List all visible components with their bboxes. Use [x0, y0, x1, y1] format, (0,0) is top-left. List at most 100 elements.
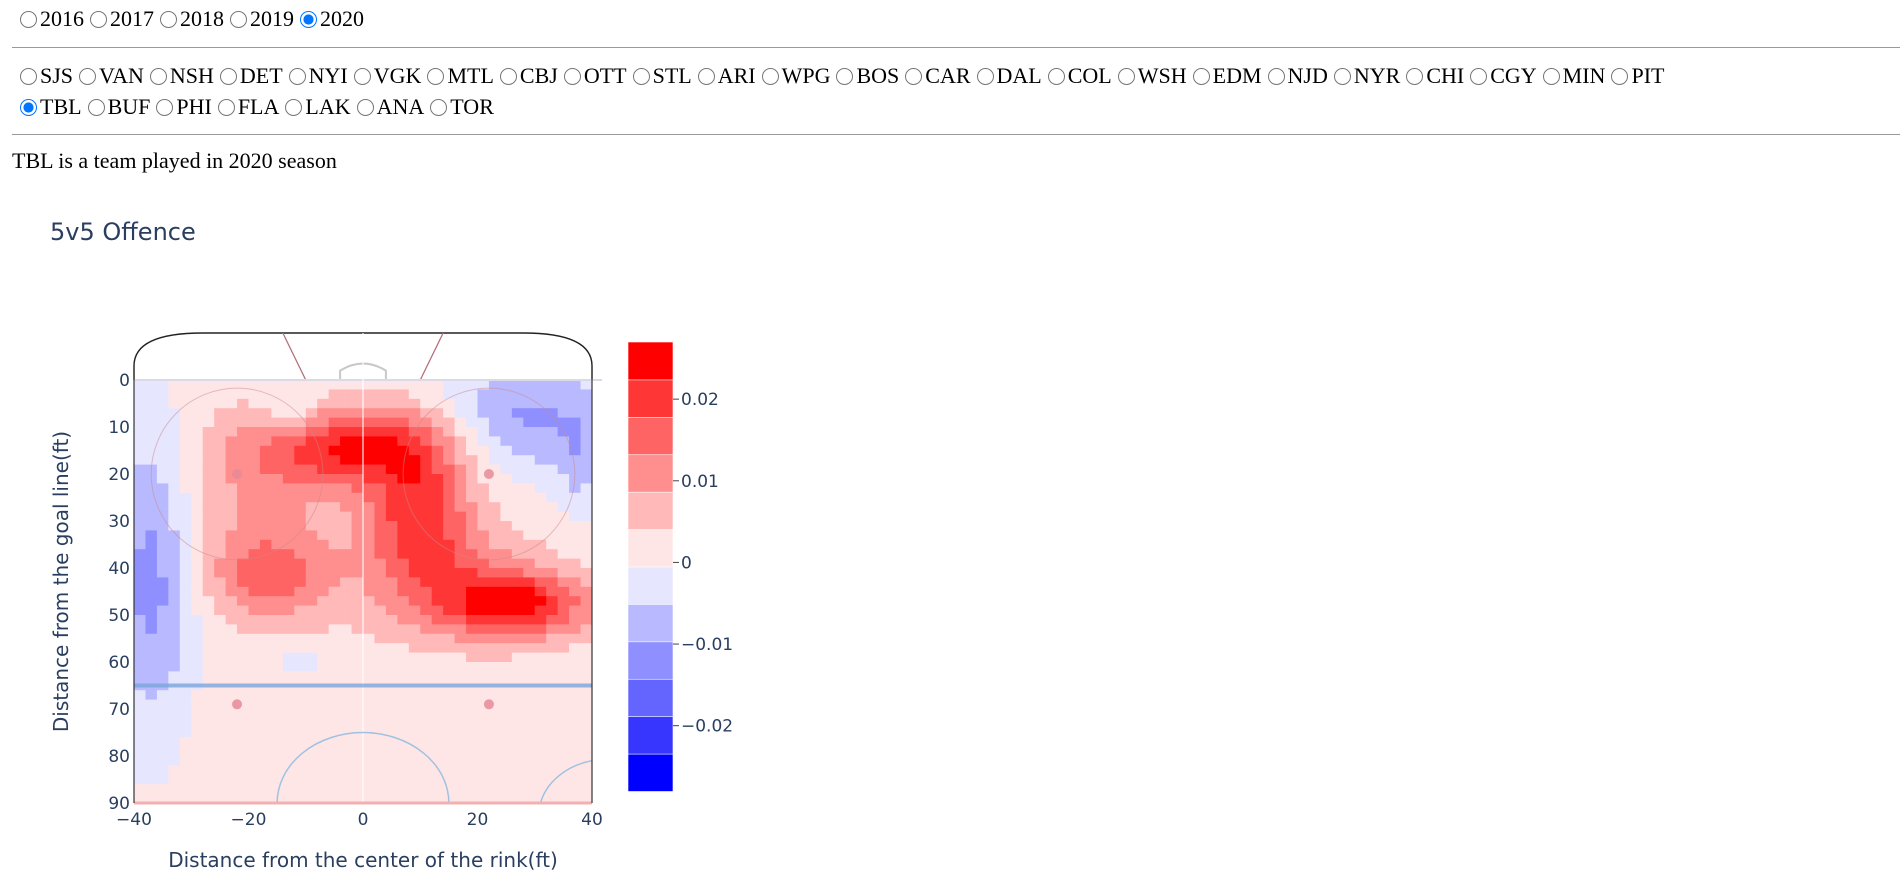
team-radio-bos[interactable] — [836, 67, 854, 85]
team-radio-min[interactable] — [1542, 67, 1560, 85]
season-radio-2017[interactable] — [90, 10, 107, 28]
contour-cell — [431, 652, 444, 663]
contour-cell — [145, 389, 158, 400]
contour-cell — [191, 389, 204, 400]
contour-cell — [328, 539, 341, 550]
contour-cell — [191, 624, 204, 635]
contour-cell — [420, 558, 433, 569]
team-radio-njd[interactable] — [1267, 67, 1285, 85]
team-radio-tbl[interactable] — [20, 98, 37, 116]
team-radio-vgk[interactable] — [353, 67, 371, 85]
team-option-ari[interactable]: ARI — [696, 63, 756, 89]
contour-cell — [488, 765, 501, 776]
team-radio-nyr[interactable] — [1333, 67, 1351, 85]
team-option-chi[interactable]: CHI — [1404, 63, 1464, 89]
team-option-buf[interactable]: BUF — [86, 94, 150, 120]
season-option-2019[interactable]: 2019 — [228, 6, 294, 32]
team-radio-car[interactable] — [905, 67, 923, 85]
season-option-2017[interactable]: 2017 — [88, 6, 154, 32]
team-option-sjs[interactable]: SJS — [18, 63, 73, 89]
team-option-wpg[interactable]: WPG — [760, 63, 830, 89]
contour-cell — [340, 492, 353, 503]
contour-cell — [443, 427, 456, 437]
team-radio-dal[interactable] — [976, 67, 994, 85]
team-option-dal[interactable]: DAL — [975, 63, 1042, 89]
team-radio-van[interactable] — [79, 67, 97, 85]
contour-cell — [385, 455, 398, 466]
contour-cell — [294, 417, 307, 428]
season-radio-2016[interactable] — [20, 10, 37, 28]
team-option-wsh[interactable]: WSH — [1116, 63, 1187, 89]
team-option-col[interactable]: COL — [1046, 63, 1112, 89]
team-radio-buf[interactable] — [87, 98, 105, 116]
team-radio-lak[interactable] — [285, 98, 303, 116]
team-option-mtl[interactable]: MTL — [425, 63, 494, 89]
team-option-bos[interactable]: BOS — [834, 63, 899, 89]
season-option-2016[interactable]: 2016 — [18, 6, 84, 32]
team-radio-sjs[interactable] — [20, 67, 37, 85]
team-option-phi[interactable]: PHI — [154, 94, 212, 120]
team-radio-ott[interactable] — [563, 67, 581, 85]
season-radio-2019[interactable] — [230, 10, 247, 28]
season-option-2020[interactable]: 2020 — [298, 6, 364, 32]
contour-cell — [363, 549, 376, 560]
team-option-nyr[interactable]: NYR — [1332, 63, 1400, 89]
contour-cell — [454, 483, 467, 494]
team-radio-nyi[interactable] — [288, 67, 306, 85]
team-option-nyi[interactable]: NYI — [287, 63, 348, 89]
contour-cell — [511, 690, 524, 701]
team-radio-edm[interactable] — [1192, 67, 1210, 85]
team-radio-wsh[interactable] — [1117, 67, 1135, 85]
team-label: NSH — [169, 63, 214, 88]
team-option-ana[interactable]: ANA — [355, 94, 424, 120]
contour-cell — [340, 793, 353, 803]
contour-cell — [179, 605, 192, 616]
team-radio-phi[interactable] — [156, 98, 174, 116]
team-radio-pit[interactable] — [1611, 67, 1629, 85]
contour-cell — [408, 615, 421, 625]
contour-cell — [557, 445, 570, 456]
team-option-min[interactable]: MIN — [1541, 63, 1605, 89]
team-option-cbj[interactable]: CBJ — [498, 63, 558, 89]
team-radio-tor[interactable] — [430, 98, 448, 116]
team-radio-col[interactable] — [1047, 67, 1065, 85]
contour-cell — [488, 389, 501, 400]
contour-cell — [305, 436, 318, 447]
team-radio-stl[interactable] — [632, 67, 650, 85]
team-option-edm[interactable]: EDM — [1191, 63, 1262, 89]
contour-cell — [317, 596, 330, 607]
team-radio-cgy[interactable] — [1470, 67, 1488, 85]
season-radio-2018[interactable] — [160, 10, 177, 28]
contour-cell — [225, 577, 238, 588]
team-radio-cbj[interactable] — [499, 67, 517, 85]
team-radio-wpg[interactable] — [761, 67, 779, 85]
team-radio-ari[interactable] — [697, 67, 715, 85]
team-option-lak[interactable]: LAK — [283, 94, 351, 120]
team-radio-mtl[interactable] — [427, 67, 445, 85]
team-radio-nsh[interactable] — [149, 67, 167, 85]
team-option-fla[interactable]: FLA — [216, 94, 279, 120]
team-radio-chi[interactable] — [1406, 67, 1424, 85]
team-option-det[interactable]: DET — [218, 63, 283, 89]
team-option-tor[interactable]: TOR — [428, 94, 494, 120]
team-option-car[interactable]: CAR — [903, 63, 971, 89]
season-option-2018[interactable]: 2018 — [158, 6, 224, 32]
team-option-ott[interactable]: OTT — [562, 63, 627, 89]
team-option-nsh[interactable]: NSH — [148, 63, 214, 89]
season-radio-2020[interactable] — [300, 10, 317, 28]
team-radio-det[interactable] — [219, 67, 237, 85]
team-radio-fla[interactable] — [217, 98, 235, 116]
contour-cell — [134, 765, 147, 776]
contour-cell — [443, 633, 456, 644]
contour-cell — [477, 662, 490, 672]
team-radio-ana[interactable] — [356, 98, 374, 116]
contour-cell — [328, 718, 341, 729]
contour-cell — [420, 774, 433, 785]
team-option-pit[interactable]: PIT — [1609, 63, 1664, 89]
team-option-njd[interactable]: NJD — [1266, 63, 1328, 89]
team-option-vgk[interactable]: VGK — [352, 63, 421, 89]
team-option-tbl[interactable]: TBL — [18, 94, 82, 120]
team-option-van[interactable]: VAN — [77, 63, 144, 89]
team-option-stl[interactable]: STL — [631, 63, 692, 89]
team-option-cgy[interactable]: CGY — [1468, 63, 1537, 89]
